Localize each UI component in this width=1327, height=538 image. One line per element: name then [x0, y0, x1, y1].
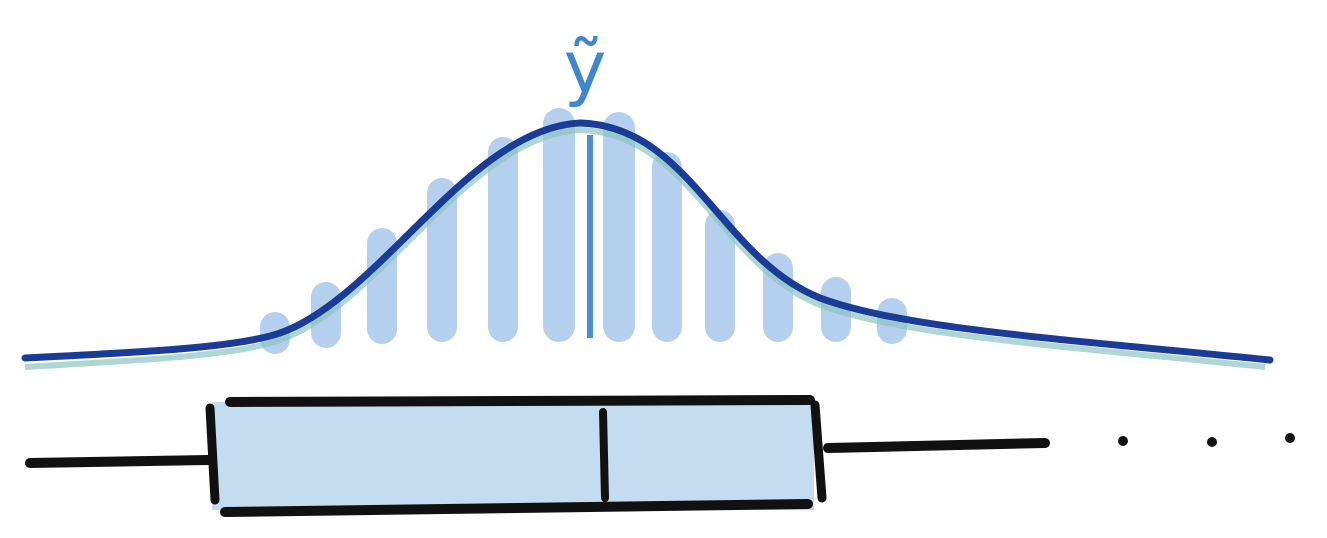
outlier — [1207, 437, 1217, 447]
box-median — [599, 408, 609, 502]
outlier — [1285, 433, 1295, 443]
outlier — [1118, 436, 1128, 446]
box-top — [225, 395, 815, 407]
curve-shadow — [24, 126, 1266, 370]
box-left — [205, 403, 220, 505]
bar — [705, 210, 735, 342]
whisker-right — [823, 438, 1050, 453]
box-right — [810, 400, 827, 503]
bar — [603, 112, 635, 342]
median-label: ỹ — [564, 25, 607, 109]
whisker-left — [25, 455, 213, 468]
bar — [488, 137, 518, 342]
bar — [543, 108, 575, 342]
box — [212, 402, 814, 510]
histogram-bars — [260, 108, 907, 354]
bar — [652, 152, 682, 342]
box-bottom — [220, 499, 813, 517]
density-curve — [21, 119, 1274, 364]
box-plot — [25, 395, 1295, 517]
